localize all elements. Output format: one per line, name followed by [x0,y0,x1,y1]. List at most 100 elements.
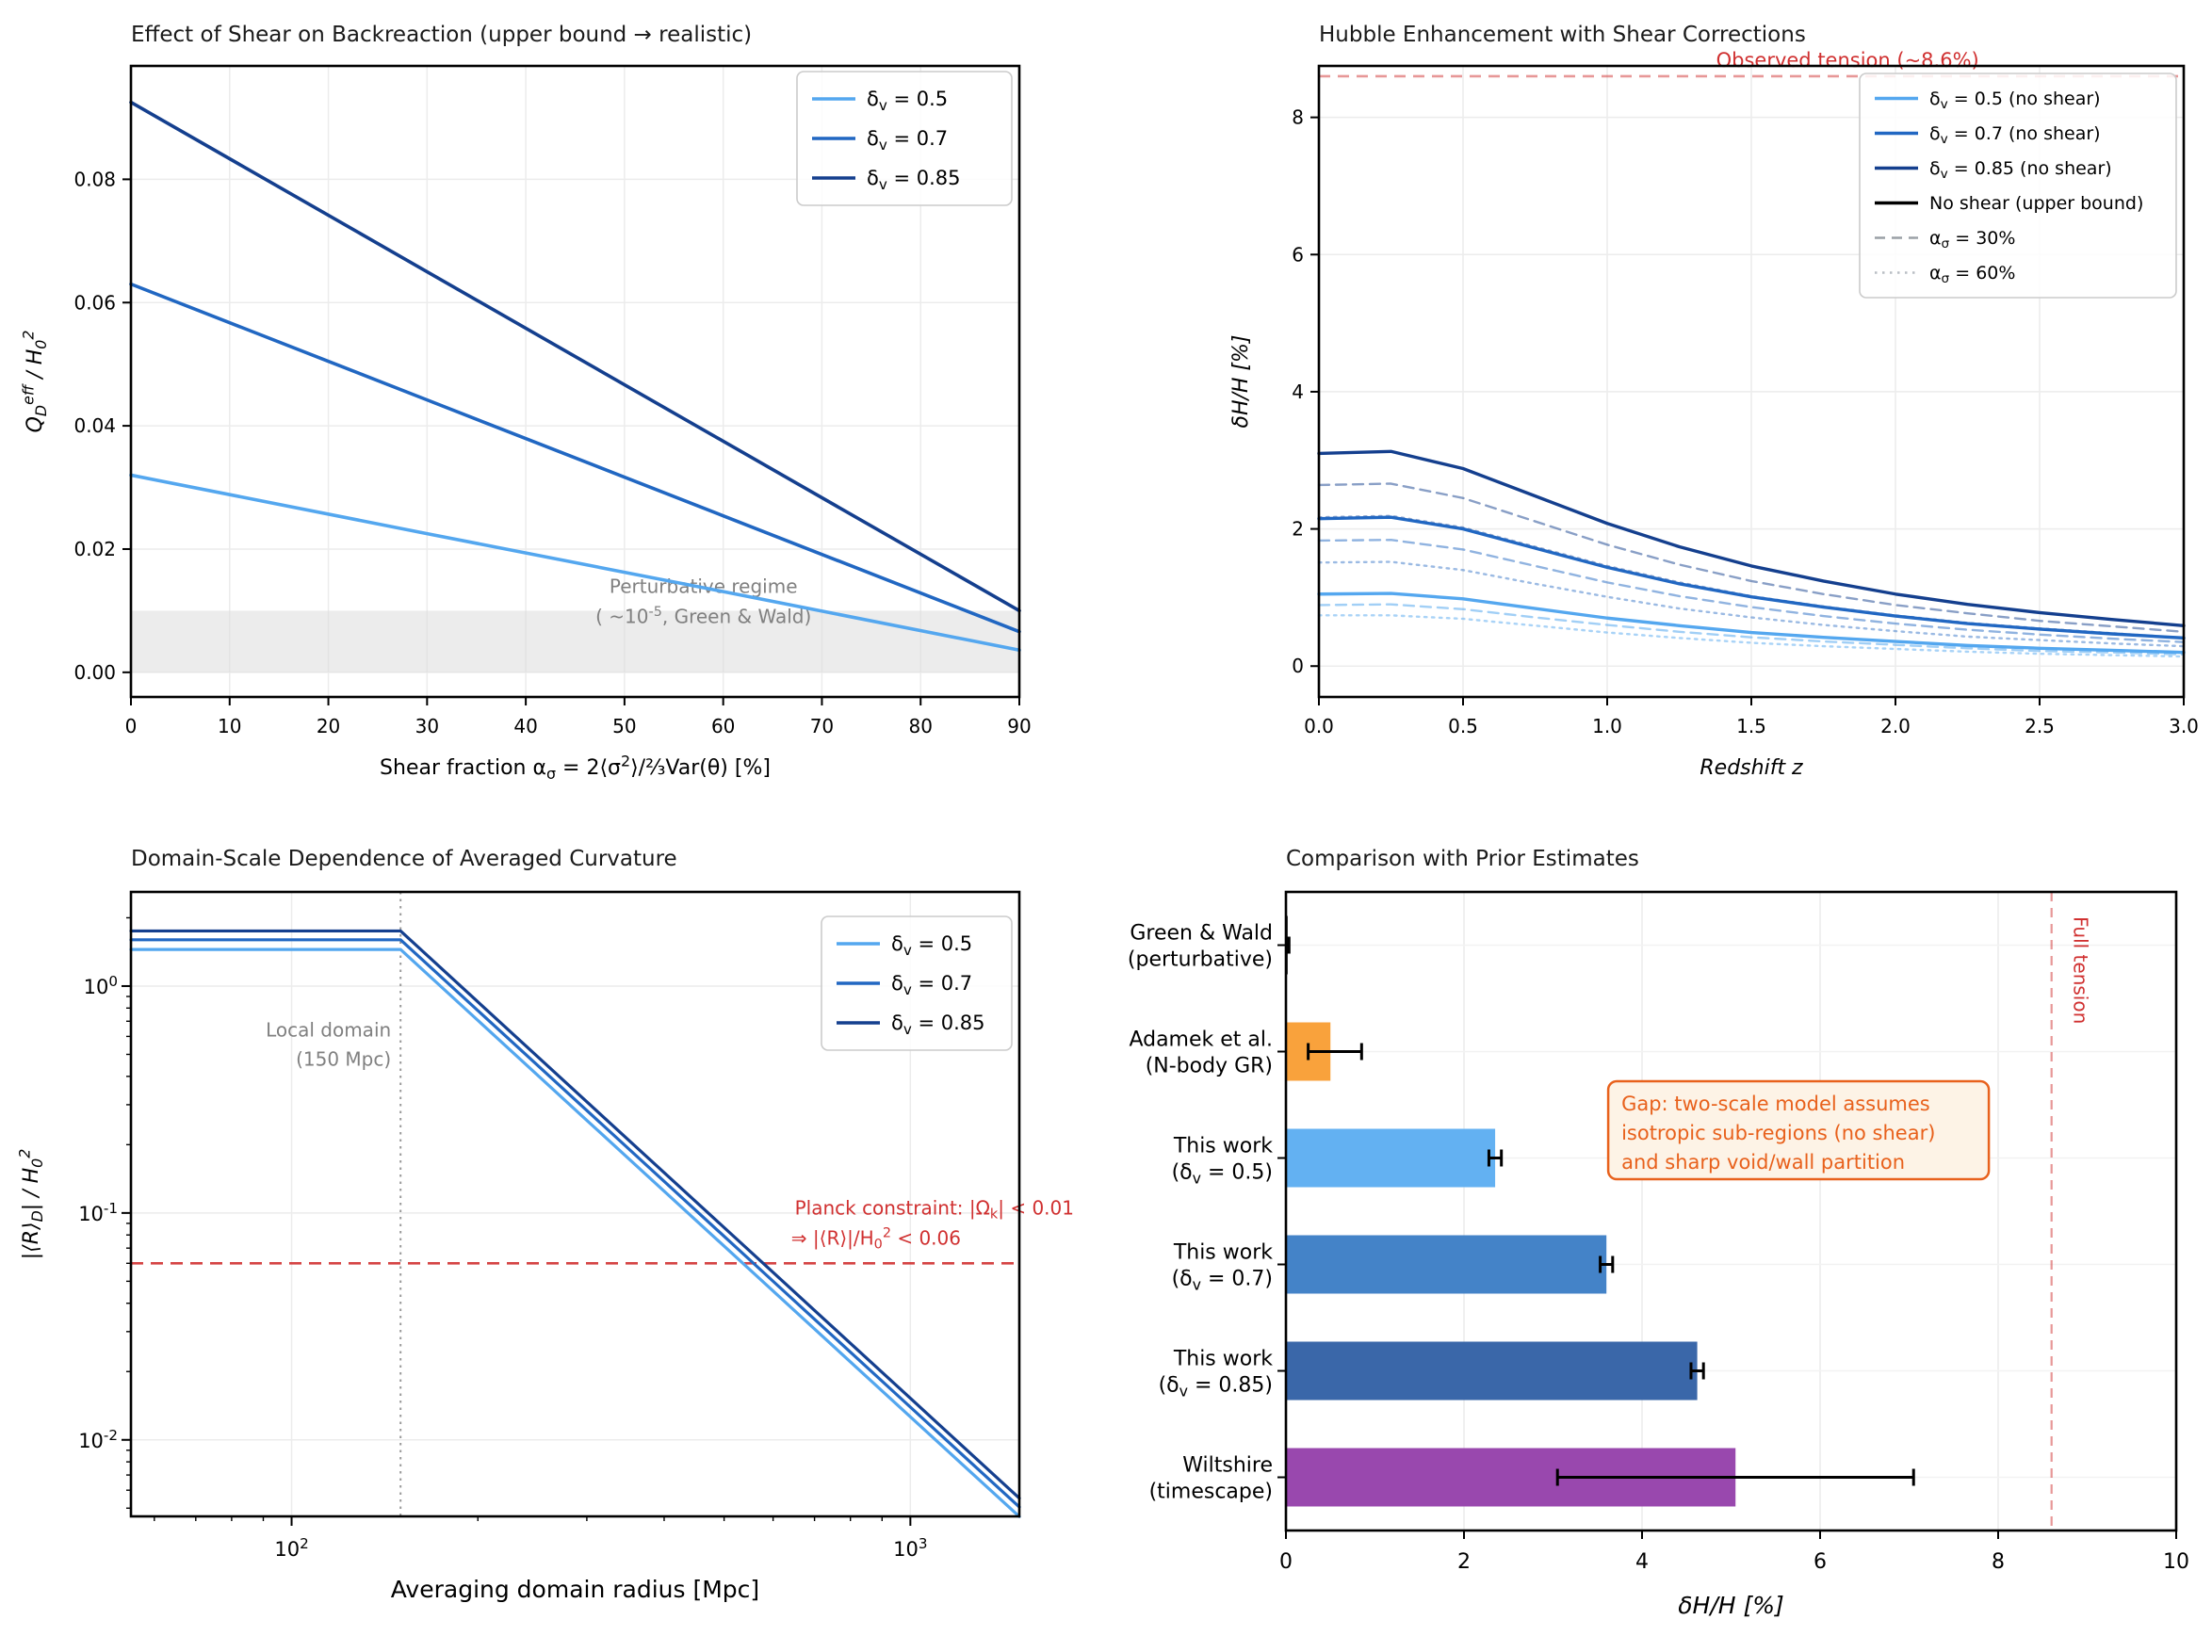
category-label: Wiltshire [1182,1454,1273,1478]
y-tick-label: 0.08 [73,168,116,190]
y-axis-label: QDeff / H02 [20,331,50,433]
y-tick-label: 0 [1292,655,1304,677]
x-tick-label: 20 [317,715,340,737]
legend-label: ασ = 60% [1929,263,2015,286]
series [1317,449,2186,658]
category-label: Green & Wald [1130,922,1273,946]
axes: 0.0 0.5 1.0 1.5 2.0 2.5 3.0 0 2 4 6 8 Redshift z δH/H… [1229,64,2199,780]
legend: δv = 0.5 δv = 0.7 δv = 0.85 [821,915,1013,1051]
x-tick-label: 1.0 [1592,715,1622,737]
x-tick-label: 50 [612,715,636,737]
error-bars [1284,936,1915,1486]
planck-label: ⇒ |⟨R⟩|/H02 < 0.06 [791,1226,961,1253]
planck-constraint-line: Planck constraint: |Ωk| < 0.01 ⇒ |⟨R⟩|/H0… [131,1196,1074,1265]
local-domain-line: Local domain (150 Mpc) [266,892,402,1516]
legend-label: δv = 0.85 [867,167,961,193]
x-tick-label: 70 [810,715,834,737]
y-tick-label: 2 [1292,518,1304,541]
x-tick-label: 30 [415,715,439,737]
y-axis-label: |⟨R⟩D| / H02 [16,1149,46,1260]
planck-label: Planck constraint: |Ωk| < 0.01 [795,1196,1074,1222]
observed-tension-label: Observed tension (~8.6%) [1716,49,1979,72]
x-tick-label: 103 [893,1535,927,1561]
x-tick-label: 8 [1992,1550,2005,1574]
legend: δv = 0.5 (no shear) δv = 0.7 (no shear) δv… [1859,73,2177,299]
series-δ_{v} = 0.5 (no shear) [1317,591,2186,655]
axes: 0 10 20 30 40 50 60 70 80 90 0.00 0.02 0.04 0.06 0.08 S… [20,64,1032,783]
axes: 102 103 100 10-1 10-2 Averaging domain radius… [16,890,1021,1603]
legend-label: δv = 0.85 (no shear) [1929,158,2112,182]
x-tick-label: 0.0 [1304,715,1334,737]
category-label: This work [1173,1348,1273,1371]
series-δ_{v} = 0.5, α_{σ} = 60% [1317,614,2186,658]
legend-label: δv = 0.5 [867,88,948,114]
local-domain-label: (150 Mpc) [296,1047,391,1070]
legend-label: δv = 0.7 (no shear) [1929,123,2101,147]
category-label: This work [1173,1135,1273,1158]
category-label: (N-body GR) [1146,1055,1273,1078]
legend-label: δv = 0.7 [891,972,972,998]
x-tick-label: 40 [513,715,537,737]
chart-comparison-prior: Full tension Gap: two-scale model assumes… [1128,890,2189,1619]
series-δ_{v} = 0.85, α_{σ} = 30% [1317,482,2186,634]
legend-label: δv = 0.5 (no shear) [1929,89,2101,112]
x-axis-label: δH/H [%] [1678,1592,1784,1619]
y-tick-label: 0.00 [73,661,116,684]
chart-hubble-enhancement: Observed tension (~8.6%) 0.0 0.5 1.0 1.5 2.0 2… [1229,49,2199,780]
x-tick-label: 2.5 [2025,715,2055,737]
category-label: (δv = 0.5) [1172,1161,1273,1188]
local-domain-label: Local domain [266,1018,391,1041]
x-tick-label: 60 [711,715,735,737]
series-δ_{v} = 0.5 [129,947,1021,1518]
category-label: Adamek et al. [1129,1028,1273,1052]
panel-title-comparison: Comparison with Prior Estimates [1286,847,1639,871]
x-tick-label: 0 [1279,1550,1293,1574]
series-δ_{v} = 0.7, α_{σ} = 30% [1317,539,2186,643]
x-tick-label: 2 [1457,1550,1471,1574]
x-axis-label: Redshift z [1700,756,1803,780]
y-tick-label: 100 [84,973,118,998]
y-tick-label: 0.02 [73,538,116,560]
x-tick-label: 0 [125,715,138,737]
y-tick-label: 0.04 [73,414,116,437]
series-δ_{v} = 0.5, α_{σ} = 30% [1317,603,2186,656]
category-label: (δv = 0.7) [1172,1268,1273,1294]
y-tick-label: 4 [1292,381,1304,403]
x-axis-label: Shear fraction ασ = 2⟨σ2⟩/⅔Var(θ) [%] [380,753,771,783]
x-tick-label: 0.5 [1448,715,1478,737]
x-tick-label: 2.0 [1880,715,1911,737]
full-tension-label: Full tension [2070,916,2092,1024]
series-δ_{v} = 0.7 [129,938,1021,1509]
series-δ_{v} = 0.85 [129,929,1021,1500]
category-label: (perturbative) [1128,948,1273,972]
panel-title-backreaction: Effect of Shear on Backreaction (upper b… [131,23,753,47]
legend-label: No shear (upper bound) [1929,193,2143,214]
y-tick-label: 8 [1292,106,1304,129]
gridlines [1285,892,2177,1531]
x-tick-label: 90 [1007,715,1031,737]
x-tick-label: 10 [218,715,241,737]
gap-note: Gap: two-scale model assumes isotropic su… [1606,1079,1991,1181]
gap-note-line: isotropic sub-regions (no shear) [1621,1122,1935,1144]
series-δ_{v} = 0.7, α_{σ} = 60% [1317,560,2186,648]
gap-note-line: Gap: two-scale model assumes [1621,1093,1930,1115]
x-tick-label: 80 [908,715,932,737]
x-tick-label: 3.0 [2169,715,2199,737]
legend-label: δv = 0.7 [867,127,948,154]
series-δ_{v} = 0.85 [129,100,1021,613]
series [129,929,1021,1518]
y-tick-label: 10-2 [78,1427,118,1452]
x-tick-label: 102 [274,1535,308,1561]
legend-label: δv = 0.85 [891,1012,985,1038]
y-axis-label: δH/H [%] [1229,334,1253,428]
panel-title-curvature: Domain-Scale Dependence of Averaged Curv… [131,847,677,871]
x-tick-label: 6 [1814,1550,1827,1574]
y-tick-label: 10-1 [78,1200,118,1225]
bar-This work [1286,1235,1607,1294]
full-tension-line: Full tension [2050,892,2092,1531]
category-label: (timescape) [1149,1481,1273,1504]
bars [1286,915,1736,1507]
series-δ_{v} = 0.5 [129,473,1021,653]
x-tick-label: 4 [1635,1550,1649,1574]
